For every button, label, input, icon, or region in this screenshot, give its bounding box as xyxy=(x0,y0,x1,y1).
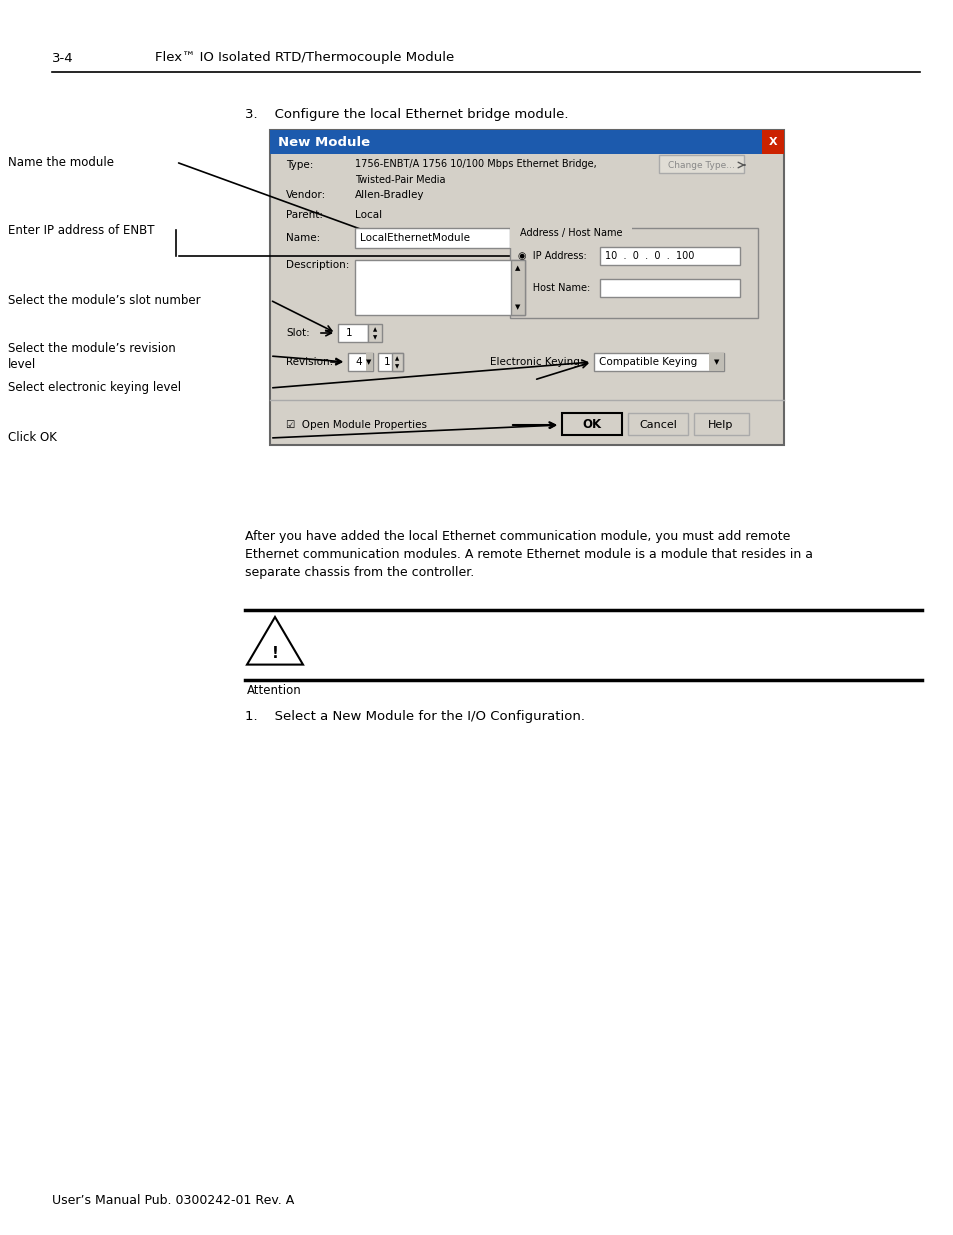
Text: ▲: ▲ xyxy=(395,357,398,362)
Text: 3.    Configure the local Ethernet bridge module.: 3. Configure the local Ethernet bridge m… xyxy=(245,107,568,121)
Text: Name:: Name: xyxy=(286,233,320,243)
Bar xyxy=(368,324,381,342)
Text: Select the module’s slot number: Select the module’s slot number xyxy=(8,294,200,306)
Text: ☑  Open Module Properties: ☑ Open Module Properties xyxy=(286,420,427,430)
Text: Ethernet communication modules. A remote Ethernet module is a module that reside: Ethernet communication modules. A remote… xyxy=(245,548,812,561)
Text: Cancel: Cancel xyxy=(639,420,677,430)
Bar xyxy=(510,228,758,317)
Bar xyxy=(599,247,740,266)
Text: Address / Host Name: Address / Host Name xyxy=(519,228,622,238)
Bar xyxy=(659,156,743,173)
Text: Compatible Keying: Compatible Keying xyxy=(598,357,697,367)
Text: 1: 1 xyxy=(346,329,353,338)
Text: ▼: ▼ xyxy=(714,359,719,366)
Bar xyxy=(366,353,373,370)
Text: After you have added the local Ethernet communication module, you must add remot: After you have added the local Ethernet … xyxy=(245,530,789,543)
Text: Description:: Description: xyxy=(286,261,349,270)
Text: 3-4: 3-4 xyxy=(52,52,73,64)
Bar xyxy=(599,279,740,296)
Text: Help: Help xyxy=(707,420,733,430)
Bar xyxy=(708,353,723,370)
Bar xyxy=(270,130,783,445)
Text: Electronic Keying: Electronic Keying xyxy=(490,357,579,367)
Text: ▼: ▼ xyxy=(373,336,376,341)
Text: 1756-ENBT/A 1756 10/100 Mbps Ethernet Bridge,: 1756-ENBT/A 1756 10/100 Mbps Ethernet Br… xyxy=(355,159,597,169)
Text: 1.    Select a New Module for the I/O Configuration.: 1. Select a New Module for the I/O Confi… xyxy=(245,710,584,722)
Text: Select the module’s revision: Select the module’s revision xyxy=(8,342,175,354)
Text: Type:: Type: xyxy=(286,161,313,170)
Text: OK: OK xyxy=(582,419,601,431)
Text: separate chassis from the controller.: separate chassis from the controller. xyxy=(245,566,474,579)
Text: Revision:: Revision: xyxy=(286,357,333,367)
Bar xyxy=(594,353,723,370)
Bar xyxy=(561,412,621,435)
Text: Select electronic keying level: Select electronic keying level xyxy=(8,382,181,394)
Text: ▼: ▼ xyxy=(366,359,372,366)
Bar xyxy=(270,130,783,154)
Text: level: level xyxy=(8,357,36,370)
Text: Enter IP address of ENBT: Enter IP address of ENBT xyxy=(8,224,154,236)
Bar xyxy=(511,261,524,315)
Bar xyxy=(392,353,402,370)
Text: !: ! xyxy=(272,646,278,661)
Text: ▼: ▼ xyxy=(515,304,520,310)
Bar xyxy=(627,412,687,435)
Text: ▲: ▲ xyxy=(515,266,520,270)
Text: ○  Host Name:: ○ Host Name: xyxy=(517,283,590,293)
Bar xyxy=(761,130,783,154)
Text: Name the module: Name the module xyxy=(8,156,113,168)
Text: Allen-Bradley: Allen-Bradley xyxy=(355,190,424,200)
Text: 4: 4 xyxy=(355,357,361,367)
Bar xyxy=(348,353,373,370)
Text: Local: Local xyxy=(355,210,382,220)
Text: Slot:: Slot: xyxy=(286,329,310,338)
Text: ◉  IP Address:: ◉ IP Address: xyxy=(517,251,586,261)
Text: ▼: ▼ xyxy=(395,364,398,369)
Text: Change Type...: Change Type... xyxy=(667,161,734,169)
Text: 10  .  0  .  0  .  100: 10 . 0 . 0 . 100 xyxy=(604,251,694,261)
Bar xyxy=(355,228,524,248)
Bar xyxy=(355,261,524,315)
Bar xyxy=(337,324,368,342)
Text: New Module: New Module xyxy=(277,136,370,148)
Text: Twisted-Pair Media: Twisted-Pair Media xyxy=(355,175,445,185)
Text: 1: 1 xyxy=(384,357,390,367)
Bar xyxy=(377,353,402,370)
Text: Vendor:: Vendor: xyxy=(286,190,326,200)
Text: X: X xyxy=(768,137,777,147)
Polygon shape xyxy=(247,618,303,664)
Text: ▲: ▲ xyxy=(373,327,376,332)
Text: Attention: Attention xyxy=(247,684,301,697)
Text: Flex™ IO Isolated RTD/Thermocouple Module: Flex™ IO Isolated RTD/Thermocouple Modul… xyxy=(154,52,454,64)
Text: User’s Manual Pub. 0300242-01 Rev. A: User’s Manual Pub. 0300242-01 Rev. A xyxy=(52,1193,294,1207)
Text: LocalEthernetModule: LocalEthernetModule xyxy=(359,233,470,243)
Text: Parent:: Parent: xyxy=(286,210,323,220)
Bar xyxy=(693,412,748,435)
Text: Click OK: Click OK xyxy=(8,431,57,445)
